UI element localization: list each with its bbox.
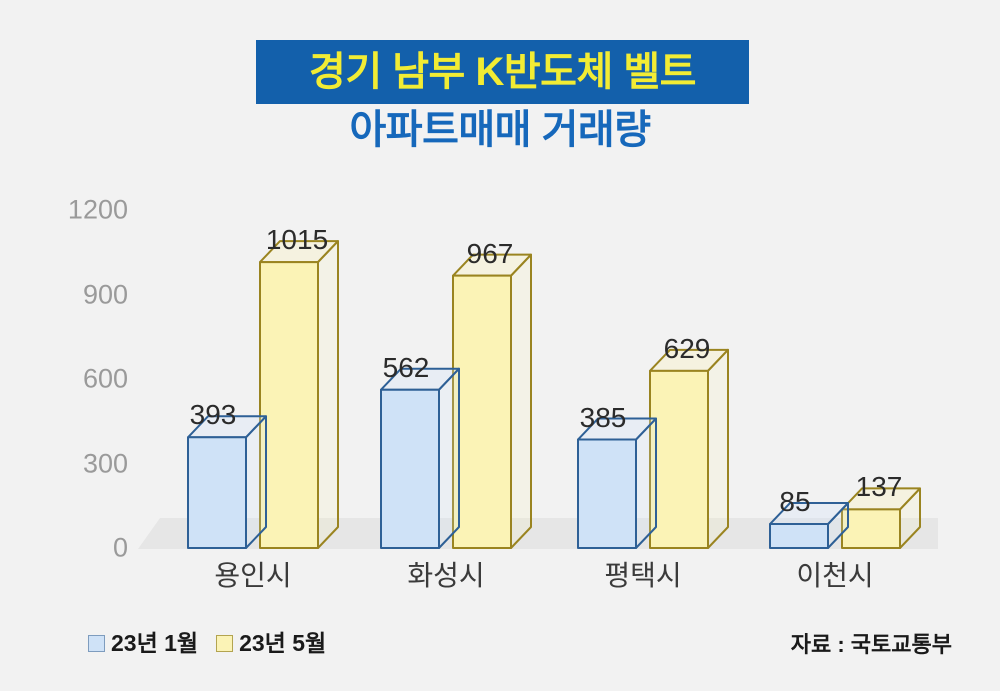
source-attribution: 자료 : 국토교통부 (790, 632, 952, 657)
legend-item-jan: 23년 1월 (88, 632, 198, 655)
bar-value-label: 562 (382, 351, 430, 383)
bar-평택시-23년 5월 (649, 348, 729, 549)
bar-value-label: 85 (779, 486, 811, 518)
legend-swatch-icon-may (216, 635, 234, 652)
bar-value-label: 137 (855, 471, 903, 503)
x-axis-category-label: 평택시 (604, 560, 682, 591)
bar-value-label: 967 (466, 237, 514, 269)
y-axis-tick-label: 0 (112, 532, 128, 563)
x-axis-category-label: 용인시 (214, 560, 292, 591)
bar-용인시-23년 5월 (259, 240, 339, 549)
bar-이천시-23년 5월 (841, 487, 921, 549)
legend-swatch-icon-jan (88, 635, 105, 652)
bar-value-label: 629 (663, 332, 711, 364)
bar-value-label: 1015 (265, 224, 329, 256)
y-axis-tick-label: 900 (82, 279, 128, 309)
legend-label-may: 23년 5월 (239, 630, 327, 656)
x-axis-category-label: 이천시 (796, 560, 874, 591)
bar-화성시-23년 5월 (452, 253, 532, 549)
bar-value-label: 385 (579, 401, 627, 433)
title-banner: 경기 남부 K반도체 벨트 (256, 40, 749, 104)
legend-item-may: 23년 5월 (216, 632, 326, 655)
y-axis-tick-label: 1200 (67, 194, 128, 225)
y-axis-tick-label: 600 (82, 363, 128, 394)
x-axis-category-label: 화성시 (407, 560, 485, 591)
y-axis: 0 300 600 900 1200 (48, 0, 128, 691)
bar-value-label: 393 (189, 399, 237, 431)
bar-평택시-23년 1월 (577, 417, 657, 549)
bar-화성시-23년 1월 (380, 367, 460, 549)
subtitle-text: 아파트매매 거래량 (349, 108, 651, 152)
legend: 23년 1월 23년 5월 (88, 632, 326, 655)
y-axis-tick-label: 300 (82, 448, 128, 478)
bar-이천시-23년 1월 (769, 502, 849, 549)
legend-label-jan: 23년 1월 (111, 630, 199, 656)
bar-용인시-23년 1월 (187, 415, 267, 549)
title-text: 경기 남부 K반도체 벨트 (309, 50, 696, 94)
